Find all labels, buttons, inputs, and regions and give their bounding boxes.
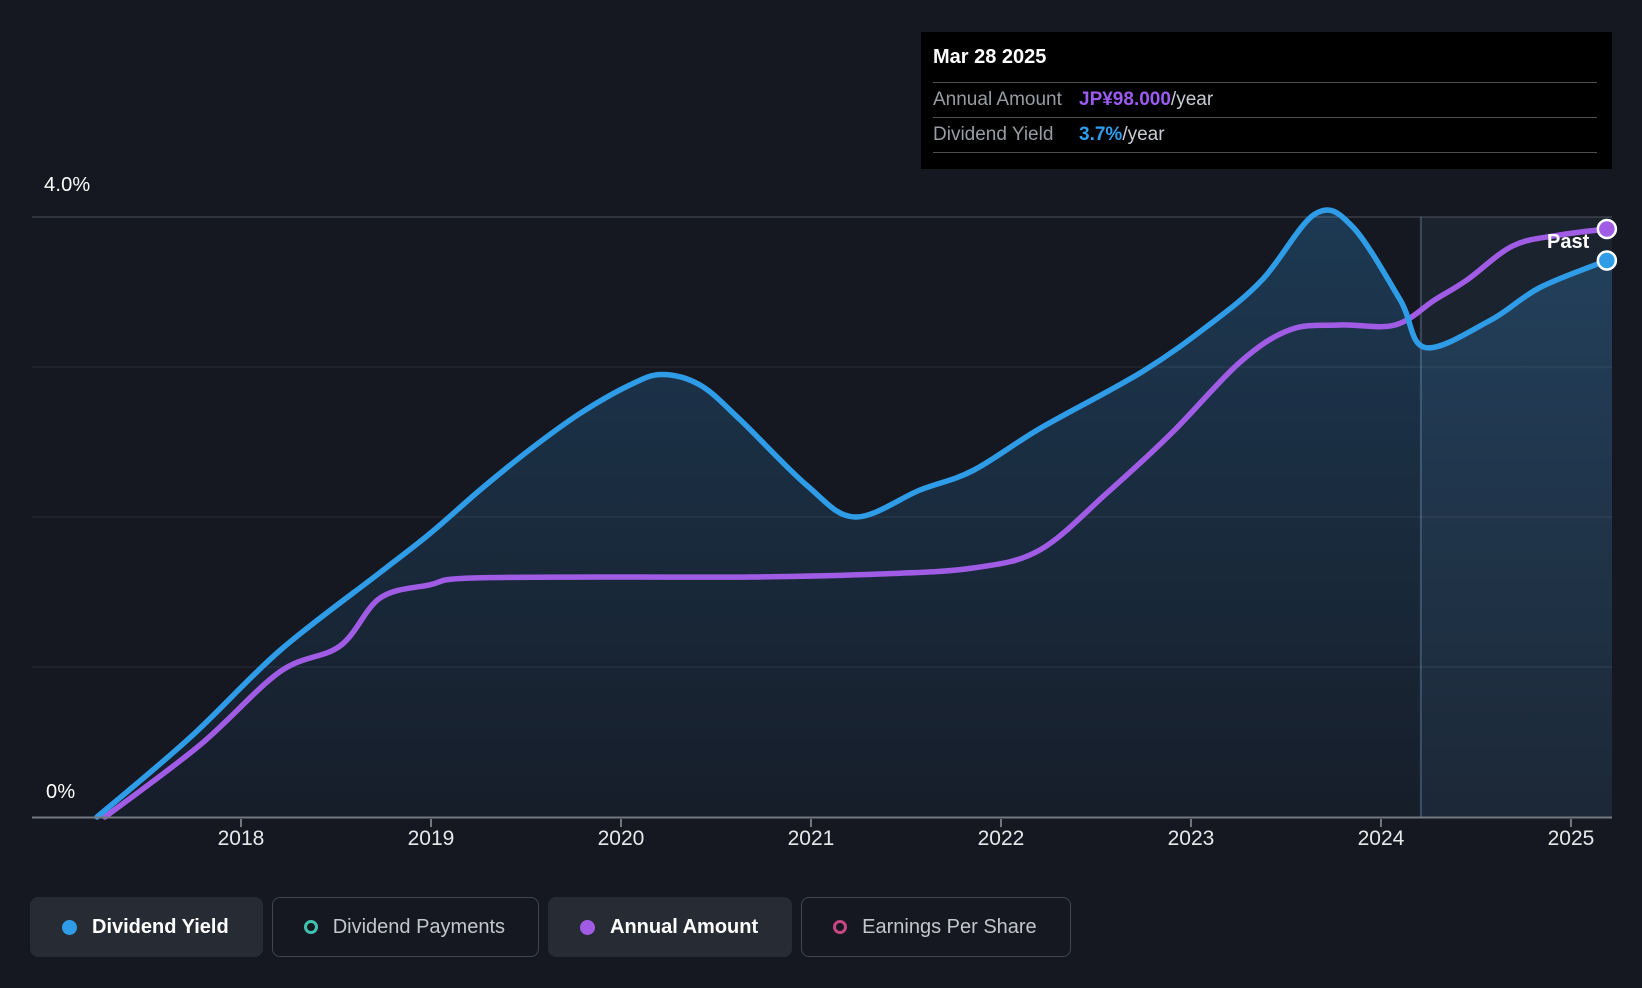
x-tick-label: 2022 <box>978 827 1025 850</box>
dividend-yield-line <box>94 207 1610 820</box>
legend-label: Earnings Per Share <box>862 915 1037 938</box>
y-axis-zero-label: 0% <box>46 781 76 803</box>
past-period-label: Past <box>1547 231 1590 253</box>
legend-toggle-dividend-yield[interactable]: Dividend Yield <box>30 897 263 957</box>
tooltip-value-suffix: /year <box>1122 124 1165 145</box>
tooltip-label: Dividend Yield <box>933 124 1054 145</box>
tooltip-date: Mar 28 2025 <box>933 32 1597 83</box>
legend-marker-icon <box>303 920 318 934</box>
chart-tooltip: Mar 28 2025 Annual Amount JP¥98.000 /yea… <box>921 32 1612 169</box>
x-tick-label: 2018 <box>218 827 265 850</box>
series-end-marker <box>1596 218 1618 240</box>
series-end-marker <box>1596 250 1618 271</box>
legend-label: Annual Amount <box>610 915 759 938</box>
tooltip-row-dividend-yield: Dividend Yield 3.7% /year <box>933 118 1597 153</box>
past-period-strip <box>1420 217 1612 817</box>
legend-marker-icon <box>580 919 596 935</box>
x-tick-label: 2024 <box>1358 827 1405 850</box>
chart-legend: Dividend Yield Dividend Payments Annual Am… <box>30 897 1071 957</box>
legend-toggle-dividend-payments[interactable]: Dividend Payments <box>271 897 540 957</box>
tooltip-value: 3.7% <box>1079 124 1123 145</box>
legend-label: Dividend Payments <box>332 915 506 938</box>
legend-marker-icon <box>833 920 848 934</box>
dividend-yield-area <box>97 209 1612 818</box>
x-tick-label: 2019 <box>408 827 455 850</box>
tooltip-value: JP¥98.000 <box>1079 89 1171 110</box>
legend-label: Dividend Yield <box>92 915 229 938</box>
y-axis-top-label: 4.0% <box>44 174 91 196</box>
x-tick-label: 2020 <box>598 827 645 850</box>
tooltip-label: Annual Amount <box>933 89 1062 110</box>
x-tick-label: 2023 <box>1168 827 1215 850</box>
tooltip-value-suffix: /year <box>1170 89 1214 110</box>
tooltip-row-annual-amount: Annual Amount JP¥98.000 /year <box>933 83 1597 118</box>
legend-toggle-annual-amount[interactable]: Annual Amount <box>548 897 793 957</box>
x-tick-label: 2021 <box>788 827 835 850</box>
legend-marker-icon <box>62 919 77 935</box>
legend-toggle-earnings-per-share[interactable]: Earnings Per Share <box>801 897 1071 957</box>
annual-amount-line <box>102 226 1610 820</box>
x-tick-label: 2025 <box>1548 827 1595 850</box>
